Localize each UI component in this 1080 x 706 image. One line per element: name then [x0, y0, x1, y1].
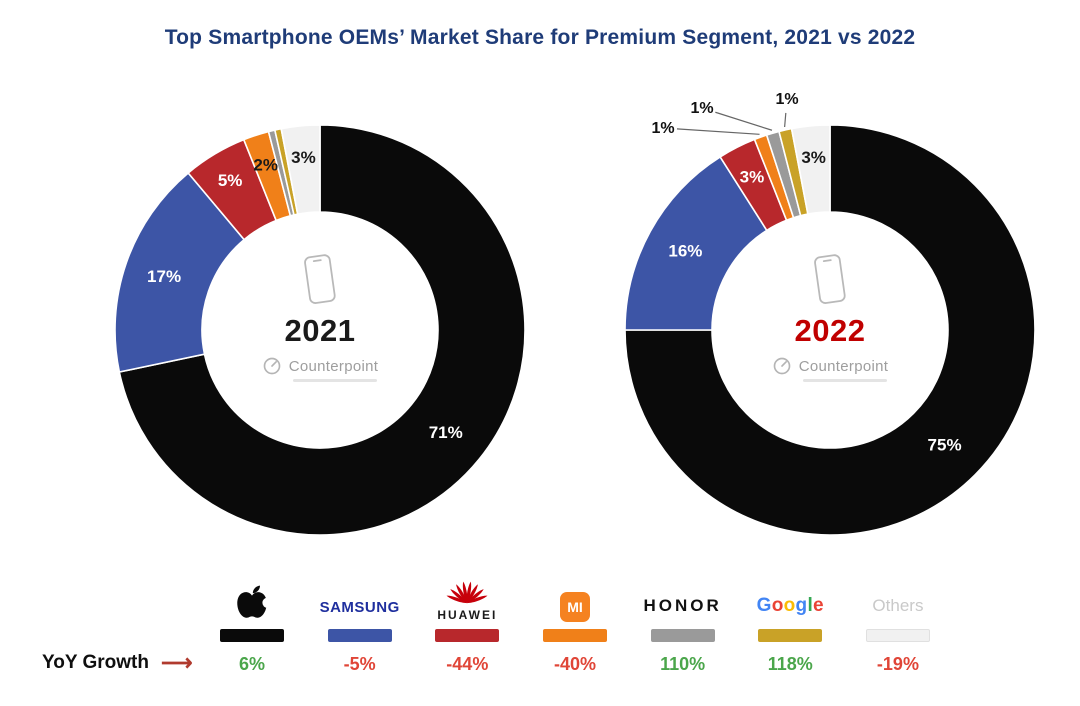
legend-bar-huawei	[435, 629, 500, 642]
apple-logo-icon	[237, 585, 272, 618]
legend-bar-samsung	[327, 629, 392, 642]
counterpoint-tagline	[293, 379, 377, 382]
huawei-logo-text: HUAWEI	[437, 608, 498, 622]
legend-item-google: Google	[740, 574, 840, 642]
google-letter: o	[771, 595, 784, 616]
legend-item-others: Others	[848, 574, 948, 642]
legend-bar-others	[865, 629, 930, 642]
google-letter: G	[756, 595, 772, 616]
yoy-values-row: 6% -5% -44% -40% 110% 118% -19%	[202, 654, 948, 675]
huawei-logo-icon	[446, 581, 488, 604]
yoy-growth-label: YoY Growth	[42, 652, 149, 673]
slice-others-2022	[790, 124, 831, 216]
counterpoint-watermark: Counterpoint	[772, 356, 889, 376]
yoy-value-huawei: -44%	[446, 654, 489, 674]
legend-bar-xiaomi	[542, 629, 607, 642]
legend-row: SAMSUNG	[202, 574, 948, 642]
legend-item-honor: HONOR	[633, 574, 733, 642]
slice-others-2021	[280, 124, 321, 216]
callout-line-honor-2022	[715, 111, 773, 131]
chart-title: Top Smartphone OEMs’ Market Share for Pr…	[164, 26, 916, 49]
samsung-logo-text: SAMSUNG	[319, 599, 400, 616]
segment-label-xiaomi-2022: 1%	[651, 120, 674, 137]
slice-apple-2022	[624, 124, 1036, 536]
donut-ring-2022: 75% 16% 3% 1% 1% 1% 3%	[624, 91, 1036, 536]
yoy-value-google: 118%	[767, 654, 813, 674]
counterpoint-logo-text: Counterpoint	[288, 357, 379, 375]
donut-chart-2022: 75% 16% 3% 1% 1% 1% 3% 2022 Counterpoint	[590, 70, 1070, 570]
year-label-2022: 2022	[794, 313, 866, 348]
segment-label-xiaomi-2021: 2%	[253, 156, 278, 175]
yoy-value-honor: 110%	[660, 654, 706, 674]
counterpoint-logo-icon	[773, 357, 791, 375]
google-logo-text: Google	[757, 595, 824, 622]
counterpoint-logo-text: Counterpoint	[798, 357, 889, 375]
google-letter: e	[813, 595, 824, 616]
donut-chart-2021: 71% 17% 5% 2% 3% 2021 Counterpoint	[80, 70, 560, 570]
yoy-growth-label-wrap: YoY Growth ⟶	[42, 652, 193, 674]
legend-item-samsung: SAMSUNG	[310, 574, 410, 642]
legend-item-huawei: HUAWEI	[417, 574, 517, 642]
legend-bar-google	[758, 629, 823, 642]
segment-label-honor-2022: 1%	[690, 100, 713, 117]
donut-ring-2021: 71% 17% 5% 2% 3%	[114, 124, 526, 536]
segment-label-others-2021: 3%	[291, 148, 316, 167]
segment-label-samsung-2022: 16%	[668, 242, 702, 261]
legend-item-xiaomi: MI	[525, 574, 625, 642]
xiaomi-logo-text: MI	[567, 599, 583, 615]
counterpoint-logo-icon	[263, 357, 281, 375]
segment-label-apple-2021: 71%	[429, 423, 463, 442]
segment-label-google-2022: 1%	[775, 91, 798, 108]
google-letter: o	[783, 595, 796, 616]
slice-apple-2021	[118, 124, 526, 536]
callout-line-xiaomi-2022	[676, 128, 760, 135]
segment-label-apple-2022: 75%	[928, 436, 962, 455]
legend-bar-apple	[220, 629, 284, 642]
yoy-value-others: -19%	[876, 654, 919, 674]
donut-center-2022: 2022 Counterpoint	[715, 254, 945, 382]
google-letter: l	[807, 595, 814, 616]
yoy-value-apple: 6%	[238, 654, 265, 674]
phone-icon	[304, 254, 336, 304]
segment-label-others-2022: 3%	[801, 148, 826, 167]
yoy-value-samsung: -5%	[343, 654, 376, 674]
callout-line-google-2022	[784, 112, 787, 128]
honor-logo-text: HONOR	[643, 596, 722, 615]
segment-label-samsung-2021: 17%	[147, 267, 181, 286]
legend-item-apple	[202, 574, 302, 642]
xiaomi-logo-icon: MI	[559, 592, 590, 622]
yoy-value-xiaomi: -40%	[553, 654, 596, 674]
counterpoint-tagline	[803, 379, 887, 382]
segment-label-huawei-2021: 5%	[218, 171, 243, 190]
google-letter: g	[795, 595, 808, 616]
donut-center-2021: 2021 Counterpoint	[205, 254, 435, 382]
year-label-2021: 2021	[284, 313, 356, 348]
segment-label-huawei-2022: 3%	[740, 168, 765, 187]
legend-bar-honor	[650, 629, 715, 642]
counterpoint-watermark: Counterpoint	[262, 356, 379, 376]
others-label: Others	[872, 596, 924, 615]
yoy-arrow-icon: ⟶	[160, 650, 193, 675]
phone-icon	[814, 254, 846, 304]
